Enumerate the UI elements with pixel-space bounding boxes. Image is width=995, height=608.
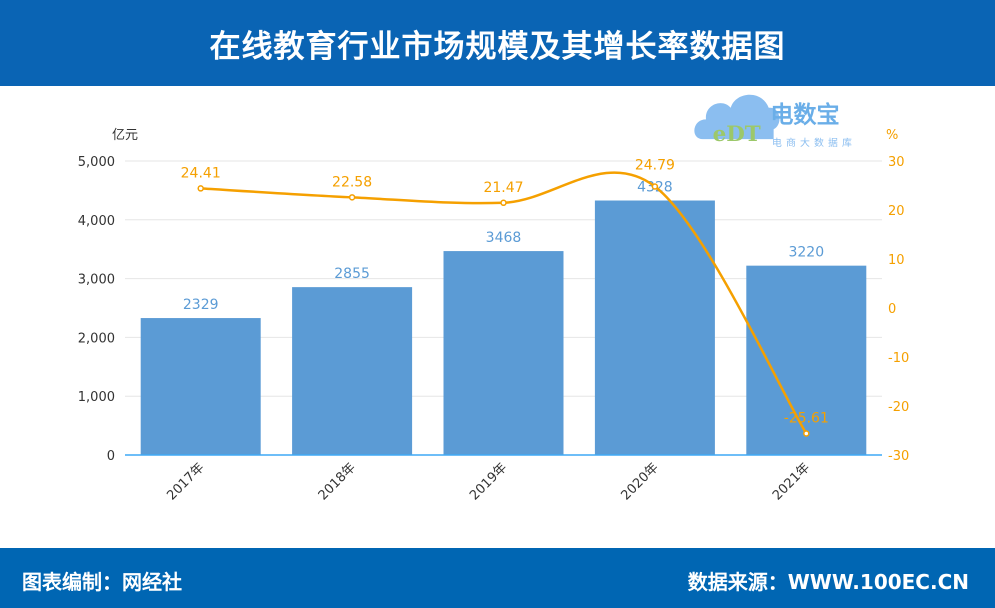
bar-data-label: 3220: [788, 245, 824, 261]
line-data-label: -25.61: [784, 410, 829, 426]
chart-title: 在线教育行业市场规模及其增长率数据图: [209, 28, 786, 65]
bar: [443, 251, 564, 455]
combo-chart: 0 1,000 2,000 3,000 4,000 5,000 亿元 -30 -20 -10 0 10…: [78, 128, 909, 503]
svg-text:电商大数据库: 电商大数据库: [772, 136, 856, 149]
right-tick-label: -10: [888, 351, 909, 366]
bar: [746, 265, 867, 455]
right-tick-label: -20: [888, 400, 909, 415]
chart-header: 在线教育行业市场规模及其增长率数据图: [0, 0, 995, 86]
growth-rate-line: [200, 171, 808, 435]
bar: [140, 318, 261, 455]
x-tick-label: 2020年: [619, 460, 662, 503]
right-tick-label: 10: [888, 253, 905, 268]
left-tick-label: 1,000: [78, 390, 115, 405]
right-tick-label: 30: [888, 155, 905, 170]
line-point: [197, 185, 204, 192]
footer-compiled-by: 图表编制：网经社: [22, 570, 182, 594]
line-point: [803, 430, 810, 437]
line-data-label: 22.58: [332, 174, 372, 190]
left-tick-label: 0: [107, 449, 115, 464]
right-tick-label: -30: [888, 449, 909, 464]
left-axis-unit: 亿元: [112, 128, 138, 143]
bar-data-label: 2329: [183, 297, 219, 313]
bar: [594, 200, 715, 455]
x-tick-label: 2019年: [467, 460, 510, 503]
footer-source: 数据来源：WWW.100EC.CN: [687, 570, 969, 594]
x-tick-label: 2021年: [770, 460, 813, 503]
bar: [292, 287, 413, 455]
line-data-label: 21.47: [483, 180, 523, 196]
line-point: [348, 194, 356, 201]
line-point: [500, 199, 507, 207]
logo-dianshubao: eDT 电数宝 电商大数据库: [694, 94, 856, 149]
left-tick-label: 4,000: [78, 214, 115, 229]
footer-bar: 图表编制：网经社 数据来源：WWW.100EC.CN: [0, 548, 995, 608]
bar-data-label: 2855: [334, 266, 370, 282]
bar-data-label: 3468: [486, 230, 522, 246]
line-point: [651, 183, 659, 190]
left-tick-label: 3,000: [78, 273, 115, 288]
x-tick-label: 2017年: [164, 460, 207, 503]
svg-text:eDT: eDT: [713, 122, 761, 147]
right-axis-unit: %: [886, 128, 898, 143]
x-tick-label: 2018年: [316, 460, 359, 503]
svg-text:电数宝: 电数宝: [770, 102, 839, 129]
right-tick-label: 0: [888, 302, 896, 317]
left-tick-label: 5,000: [78, 155, 115, 170]
left-tick-label: 2,000: [78, 331, 115, 346]
line-data-label: 24.41: [181, 165, 221, 181]
line-data-label: 24.79: [635, 158, 675, 174]
right-tick-label: 20: [888, 204, 905, 219]
